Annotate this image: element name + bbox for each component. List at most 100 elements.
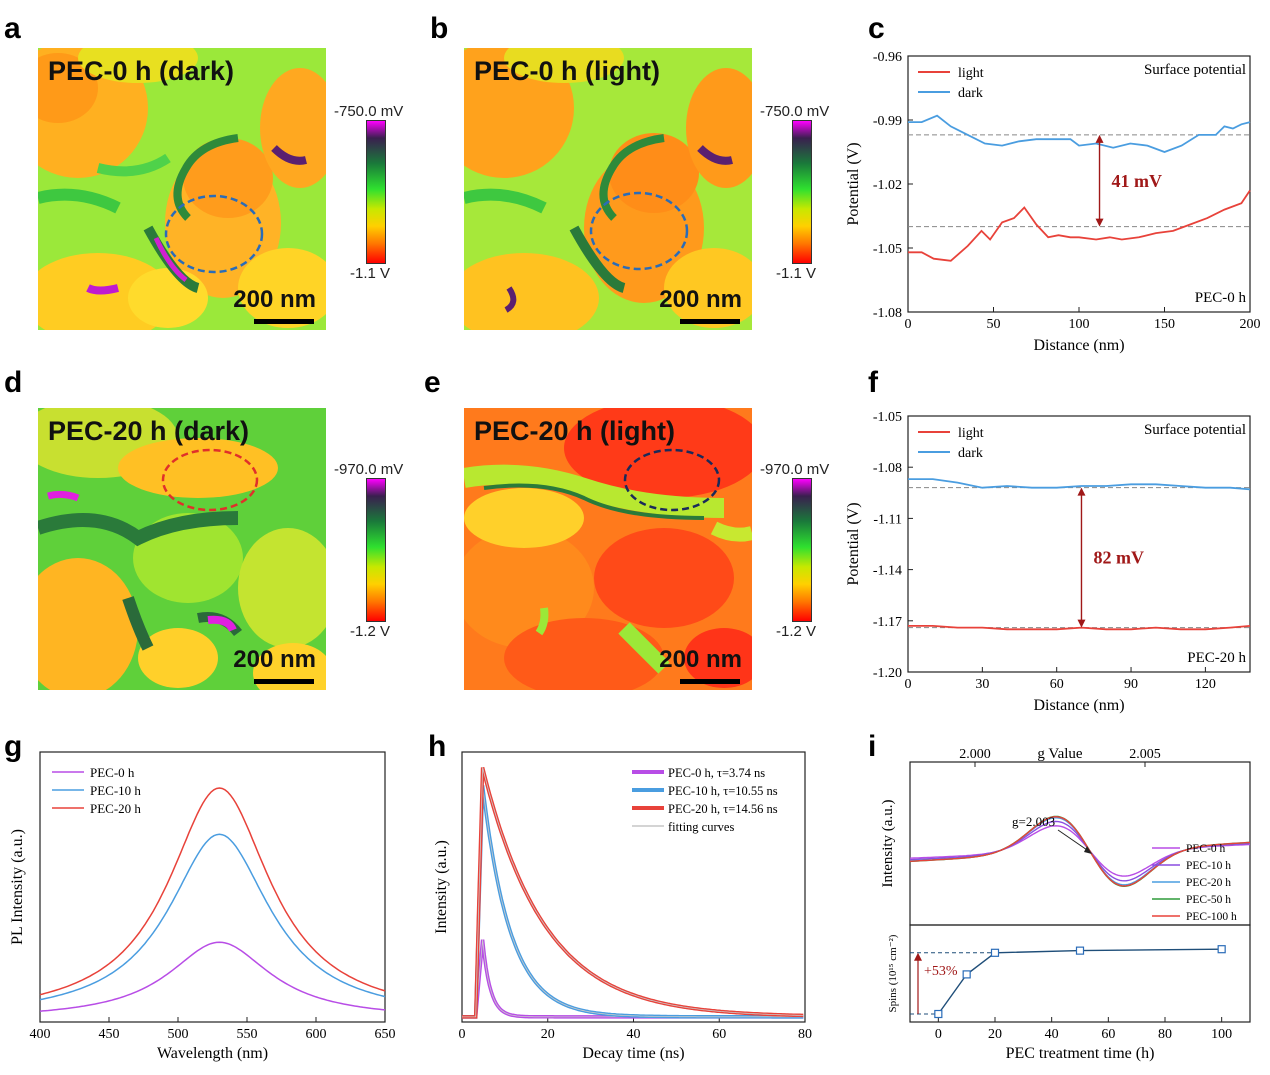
x-tick-label: 90	[1124, 677, 1138, 692]
chart-f: 0 30 60 90 120 -1.05 -1.08 -1.11 -1.14 -1.17 -1.20…	[845, 410, 1251, 714]
top-axis-label: g Value	[1037, 746, 1082, 762]
x-tick-label: 80	[1158, 1027, 1172, 1042]
y-axis-label: PL Intensity (a.u.)	[9, 829, 26, 945]
x-tick-label: 40	[627, 1027, 641, 1042]
epr-series-line	[909, 815, 1251, 887]
colorbar-b-bottom: -1.1 V	[776, 265, 817, 282]
kpfm-map-e: PEC-20 h (light) 200 nm	[464, 408, 752, 690]
y-axis-label: Potential (V)	[845, 142, 862, 225]
colorbar-b	[792, 120, 812, 264]
scale-label-d: 200 nm	[233, 646, 316, 673]
x-tick-label: 200	[1240, 317, 1261, 332]
scale-bar-b	[680, 319, 740, 324]
spins-line	[937, 948, 1222, 1015]
x-axis-label: Distance (nm)	[1033, 697, 1124, 714]
x-tick-label: 20	[988, 1027, 1002, 1042]
colorbar-e-bottom: -1.2 V	[776, 623, 817, 640]
highlight-ellipse	[623, 448, 721, 512]
arrow-head	[1077, 619, 1086, 628]
series-line-light	[908, 189, 1251, 262]
y-tick-label: -0.99	[873, 114, 902, 129]
panel-letter-i: i	[868, 730, 877, 763]
colorbar-a-bottom: -1.1 V	[350, 265, 391, 282]
x-tick-label: 120	[1195, 677, 1216, 692]
legend-label: PEC-10 h	[90, 783, 141, 798]
chart-h: 0 20 40 60 80 Decay time (ns) Intensity (a.u.)…	[433, 751, 812, 1062]
highlight-ellipse	[161, 448, 259, 512]
increase-label: +53%	[924, 964, 958, 979]
x-axis-label: Decay time (ns)	[582, 1045, 684, 1062]
x-tick-label: 450	[99, 1027, 120, 1042]
colorbar-b-top: -750.0 mV	[760, 103, 830, 120]
delta-label: 82 mV	[1093, 548, 1144, 568]
scale-label-b: 200 nm	[659, 286, 742, 313]
x-tick-label: 20	[541, 1027, 555, 1042]
panel-letter-e: e	[424, 366, 441, 399]
arrow-head	[1077, 487, 1086, 496]
y-tick-label: -1.05	[873, 242, 902, 257]
x-tick-label: 150	[1154, 317, 1175, 332]
legend-label: PEC-0 h, τ=3.74 ns	[668, 766, 765, 780]
g-annotation: g=2.003	[1012, 814, 1055, 829]
x-tick-label: 0	[905, 317, 912, 332]
x-tick-label: 100	[1211, 1027, 1232, 1042]
spins-marker	[1075, 946, 1085, 955]
arrow-head	[1095, 134, 1104, 143]
x-tick-label: 30	[975, 677, 989, 692]
chart-i: 2.000 2.005 g Value Intensity (a.u.) g=2.003…	[880, 746, 1251, 1062]
panel-letter-g: g	[4, 730, 23, 763]
panel-letter-f: f	[868, 366, 878, 399]
map-title-a: PEC-0 h (dark)	[48, 56, 235, 86]
panel-letter-b: b	[430, 12, 449, 45]
scale-bar-e	[680, 679, 740, 684]
scale-bar-d	[254, 679, 314, 684]
legend-label: PEC-20 h	[90, 801, 141, 816]
x-axis-label: PEC treatment time (h)	[1006, 1045, 1155, 1062]
series-line-light	[908, 624, 1251, 631]
decay-series-line	[462, 785, 804, 1019]
top-tick-label: 2.000	[959, 747, 991, 762]
spins-marker	[934, 1009, 943, 1019]
x-tick-label: 650	[375, 1027, 396, 1042]
scale-bar-a	[254, 319, 314, 324]
kpfm-image-a	[38, 48, 326, 330]
scale-label-e: 200 nm	[659, 646, 742, 673]
spins-marker	[1217, 945, 1226, 954]
panel-letter-h: h	[428, 730, 447, 763]
annotation-title: Surface potential	[1144, 62, 1246, 78]
x-tick-label: 0	[935, 1027, 942, 1042]
colorbar-a	[366, 120, 386, 264]
legend-label: light	[958, 66, 984, 81]
y-tick-label: -1.17	[873, 615, 902, 630]
kpfm-image-d	[38, 408, 326, 690]
x-axis-label: Wavelength (nm)	[157, 1045, 268, 1062]
legend-label: PEC-10 h	[1186, 860, 1231, 872]
annotation-title: Surface potential	[1144, 422, 1246, 438]
colorbar-d-top: -970.0 mV	[334, 461, 404, 478]
kpfm-map-d: PEC-20 h (dark) 200 nm	[38, 408, 326, 690]
series-line-dark	[908, 114, 1251, 153]
x-tick-label: 60	[712, 1027, 726, 1042]
colorbar-d-bottom: -1.2 V	[350, 623, 391, 640]
delta-label: 41 mV	[1112, 171, 1163, 191]
legend-label: light	[958, 426, 984, 441]
x-tick-label: 40	[1045, 1027, 1059, 1042]
kpfm-image-b	[464, 48, 752, 330]
colorbar-e-top: -970.0 mV	[760, 461, 830, 478]
panel-letter-c: c	[868, 12, 885, 45]
panel-letter-a: a	[4, 12, 21, 45]
legend-label: fitting curves	[668, 820, 734, 834]
x-tick-label: 60	[1101, 1027, 1115, 1042]
spins-marker	[990, 948, 1000, 957]
map-title-e: PEC-20 h (light)	[474, 416, 675, 446]
arrow-head	[1095, 218, 1104, 227]
highlight-ellipse	[589, 191, 689, 271]
x-tick-label: 400	[30, 1027, 51, 1042]
legend-label: PEC-20 h	[1186, 877, 1231, 889]
y-axis-label: Intensity (a.u.)	[880, 800, 896, 888]
x-tick-label: 0	[905, 677, 912, 692]
y-tick-label: -1.08	[873, 306, 902, 321]
x-tick-label: 550	[237, 1027, 258, 1042]
y-tick-label: -1.02	[873, 178, 902, 193]
map-title-d: PEC-20 h (dark)	[48, 416, 250, 446]
